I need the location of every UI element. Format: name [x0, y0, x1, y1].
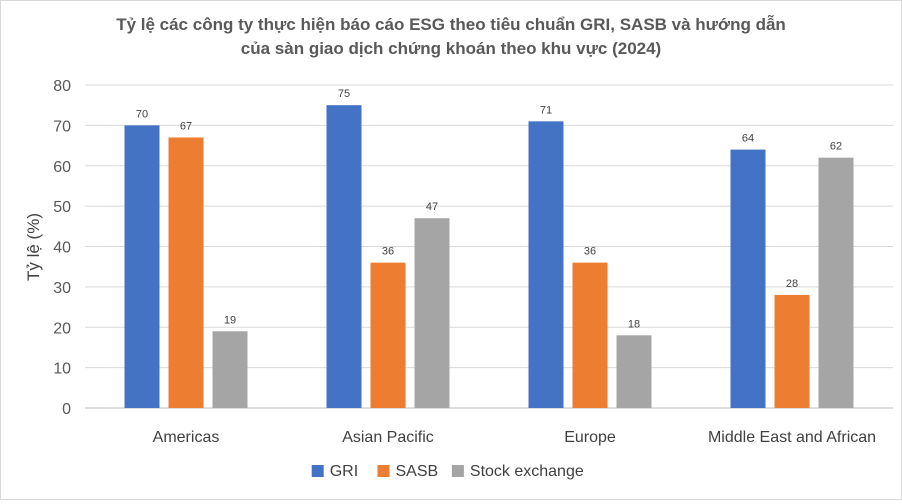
y-tick-label: 20	[53, 320, 71, 337]
chart-title-line-1: Tỷ lệ các công ty thực hiện báo cáo ESG …	[116, 15, 786, 34]
legend-label: Stock exchange	[470, 463, 584, 480]
data-label: 70	[136, 108, 148, 120]
y-axis-label: Tỷ lệ (%)	[24, 213, 43, 281]
x-category-label: Asian Pacific	[342, 429, 434, 446]
y-tick-label: 30	[53, 280, 71, 297]
data-label: 67	[180, 120, 192, 132]
data-label: 47	[426, 201, 438, 213]
bar-gri	[730, 149, 766, 408]
data-label: 71	[540, 104, 552, 116]
legend-swatch	[311, 465, 324, 477]
legend-label: GRI	[330, 463, 358, 480]
data-label: 19	[224, 314, 236, 326]
y-tick-label: 0	[62, 401, 71, 418]
y-tick-label: 10	[53, 361, 71, 378]
bar-sasb	[168, 137, 204, 409]
chart-title-line-2: của sàn giao dịch chứng khoán theo khu v…	[241, 39, 661, 58]
bar-gri	[326, 105, 362, 408]
bars	[124, 105, 854, 409]
legend: GRI SASB Stock exchange	[311, 463, 584, 480]
data-label: 75	[338, 88, 350, 100]
bar-stock-exchange	[414, 218, 450, 408]
legend-swatch	[377, 465, 390, 477]
x-axis-categories: Americas Asian Pacific Europe Middle East a…	[153, 429, 876, 446]
y-tick-label: 40	[53, 240, 71, 257]
y-tick-label: 60	[53, 159, 71, 176]
data-labels: 70 67 19 75 36 47 71 36 18 64 28 62	[136, 88, 842, 330]
data-label: 18	[628, 318, 640, 330]
y-tick-label: 70	[53, 118, 71, 135]
bar-stock-exchange	[616, 335, 652, 408]
y-axis-ticks: 0 10 20 30 40 50 60 70 80	[53, 78, 71, 418]
bar-sasb	[774, 294, 810, 408]
gridlines	[85, 84, 893, 409]
data-label: 62	[830, 141, 842, 153]
x-category-label: Americas	[153, 429, 220, 446]
bar-gri	[124, 125, 160, 408]
data-label: 36	[382, 246, 394, 258]
y-tick-label: 80	[53, 78, 71, 95]
legend-label: SASB	[396, 463, 439, 480]
y-tick-label: 50	[53, 199, 71, 216]
bar-stock-exchange	[818, 157, 854, 408]
data-label: 64	[742, 133, 754, 145]
data-label: 36	[584, 246, 596, 258]
bar-stock-exchange	[212, 331, 248, 408]
data-label: 28	[786, 278, 798, 290]
x-category-label: Middle East and African	[708, 429, 876, 446]
bar-gri	[528, 121, 564, 409]
bar-sasb	[572, 262, 608, 408]
x-category-label: Europe	[564, 429, 616, 446]
legend-swatch	[451, 465, 464, 477]
bar-sasb	[370, 262, 406, 408]
